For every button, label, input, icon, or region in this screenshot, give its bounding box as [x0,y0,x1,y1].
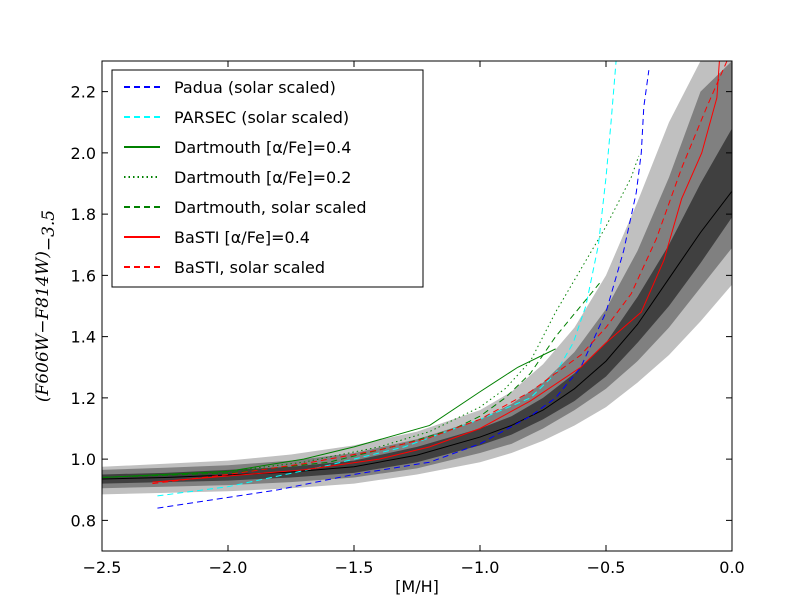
band-inner [102,128,732,484]
svg-text:(F606W−F814W)−3.5: (F606W−F814W)−3.5 [33,210,59,402]
plot-frame [101,60,733,552]
x-tick-label: −2.0 [209,558,248,577]
x-axis-label: [M/H] [395,577,439,596]
series-line-3 [102,348,556,478]
legend-label-6: BaSTI [α/Fe]=0.4 [174,228,310,247]
legend-box [111,69,424,288]
legend-label-2: PARSEC (solar scaled) [174,108,349,127]
series-line-6 [152,61,720,483]
series-line-5 [102,281,602,478]
x-tick-label: −1.5 [335,558,374,577]
y-tick-label: 1.2 [71,389,96,408]
legend-label-5: Dartmouth, solar scaled [174,198,367,217]
series-line-2 [157,61,617,497]
y-tick-label: 1.6 [71,266,96,285]
x-tick-label: −0.5 [587,558,626,577]
series-line-7 [152,61,728,485]
x-tick-label: 0.0 [719,558,744,577]
x-tick-label: −1.0 [461,558,500,577]
y-axis-label: (F606W−F814W)−3.5 [33,210,59,402]
legend: Padua (solar scaled) PARSEC (solar scaled… [111,69,424,288]
legend-label-1: Padua (solar scaled) [174,78,336,97]
legend-label-3: Dartmouth [α/Fe]=0.4 [174,138,351,157]
y-tick-label: 0.8 [71,511,96,530]
legend-label-7: BaSTI, solar scaled [174,258,325,277]
series-lines [102,61,728,509]
y-axis-label-subscript: −3.5 [39,210,59,251]
series-line-1 [157,70,650,509]
y-axis-label-main: (F606W−F814W) [33,251,53,402]
y-tick-label: 1.4 [71,328,96,347]
y-tick-label: 2.0 [71,144,96,163]
axis-ticks: −2.5 −2.0 −1.5 −1.0 −0.5 0.0 0.8 1.0 1.2 1.4 1.6 1.… [71,61,745,577]
y-tick-label: 1.0 [71,450,96,469]
y-tick-label: 1.8 [71,205,96,224]
x-tick-label: −2.5 [83,558,122,577]
series-line-4 [102,155,640,478]
y-tick-label: 2.2 [71,83,96,102]
legend-label-4: Dartmouth [α/Fe]=0.2 [174,168,351,187]
